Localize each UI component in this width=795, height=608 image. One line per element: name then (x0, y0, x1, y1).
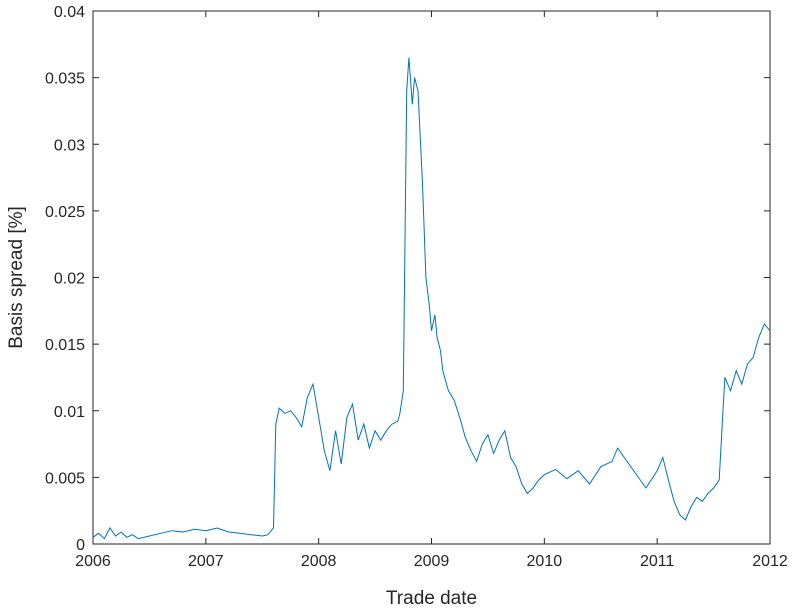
x-tick-label: 2010 (527, 553, 563, 570)
y-tick-label: 0.015 (45, 337, 85, 354)
x-tick-label: 2007 (188, 553, 224, 570)
y-tick-label: 0.02 (54, 271, 85, 288)
x-tick-label: 2008 (301, 553, 337, 570)
y-tick-label: 0.005 (45, 470, 85, 487)
y-axis: 0 0.005 0.01 0.015 0.02 0.025 0.03 0.035 0.04 (45, 4, 770, 554)
y-tick-label: 0 (76, 537, 85, 554)
y-tick-label: 0.025 (45, 204, 85, 221)
x-tick-label: 2006 (75, 553, 111, 570)
x-tick-label: 2009 (414, 553, 450, 570)
x-axis-label: Trade date (386, 588, 477, 608)
x-tick-label: 2012 (752, 553, 788, 570)
x-axis: 2006 2007 2008 2009 2010 2011 2012 (75, 11, 788, 570)
series-line (92, 57, 771, 540)
axes-box (92, 10, 771, 545)
y-axis-label: Basis spread [%] (6, 206, 27, 349)
y-tick-label: 0.03 (54, 137, 85, 154)
y-tick-label: 0.01 (54, 404, 85, 421)
x-tick-label: 2011 (640, 553, 675, 570)
y-tick-label: 0.035 (45, 71, 85, 88)
y-tick-label: 0.04 (54, 4, 85, 21)
